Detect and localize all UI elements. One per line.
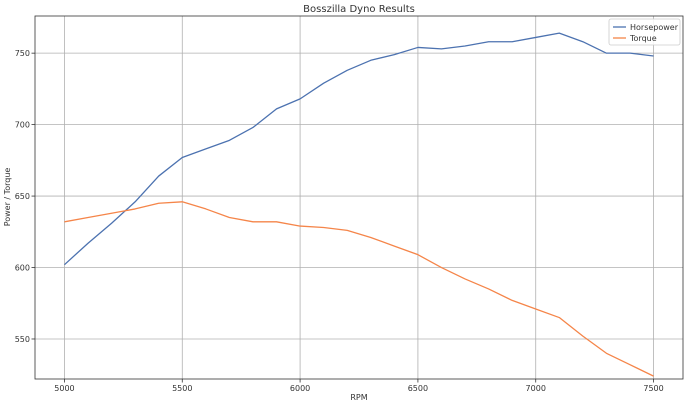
x-tick-label: 6500	[408, 384, 428, 393]
y-tick-label: 550	[15, 335, 30, 344]
chart-title: Bosszilla Dyno Results	[303, 4, 415, 15]
y-tick-label: 750	[15, 49, 30, 58]
legend-label: Horsepower	[630, 23, 679, 32]
x-tick-label: 5500	[172, 384, 192, 393]
axis-ticks: 5000 5500 6000 6500 7000 7500 550 600 650 700 750	[15, 49, 664, 393]
y-tick-label: 600	[15, 264, 30, 273]
x-tick-label: 7500	[643, 384, 663, 393]
x-tick-label: 5000	[54, 384, 74, 393]
x-tick-label: 6000	[290, 384, 310, 393]
y-axis-label: Power / Torque	[3, 168, 12, 227]
plot-area	[34, 15, 684, 380]
grid-lines	[35, 16, 683, 379]
x-axis-label: RPM	[350, 393, 367, 402]
series-line-horsepower	[64, 32, 654, 266]
x-tick-label: 7000	[526, 384, 546, 393]
series-lines	[64, 32, 654, 377]
legend-box	[608, 18, 681, 46]
y-tick-label: 650	[15, 192, 30, 201]
series-line-torque	[64, 201, 654, 377]
legend-label: Torque	[629, 34, 657, 43]
legend: Horsepower Torque	[608, 18, 681, 46]
y-tick-label: 700	[15, 121, 30, 130]
